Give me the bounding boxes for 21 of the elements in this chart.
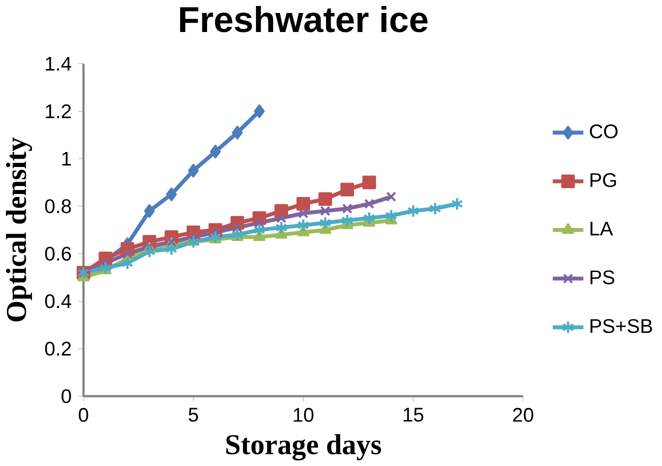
legend-label: PG bbox=[590, 172, 616, 187]
y-tick-label: 1 bbox=[62, 152, 71, 166]
y-axis-title: Optical density bbox=[6, 137, 32, 322]
legend-label: LA bbox=[590, 222, 613, 236]
y-tick-label: 1.2 bbox=[46, 104, 71, 118]
legend-label: PS bbox=[590, 270, 614, 284]
legend-label: PS+SB bbox=[590, 318, 652, 333]
x-tick-label: 15 bbox=[404, 408, 424, 422]
y-tick-label: 0.8 bbox=[45, 199, 71, 214]
y-tick-label: 0.6 bbox=[45, 246, 71, 261]
x-tick-label: 5 bbox=[188, 408, 198, 422]
x-axis-title: Storage days bbox=[226, 434, 382, 460]
y-tick-label: 1.4 bbox=[46, 56, 72, 70]
chart-title: Freshwater ice bbox=[180, 6, 428, 32]
x-tick-label: 0 bbox=[78, 408, 88, 422]
y-tick-label: 0.4 bbox=[45, 294, 72, 308]
legend-label: CO bbox=[590, 124, 618, 138]
y-tick-label: 0 bbox=[62, 389, 71, 403]
x-tick-label: 10 bbox=[294, 408, 314, 422]
x-tick-label: 20 bbox=[513, 408, 534, 422]
y-tick-label: 0.2 bbox=[45, 342, 71, 356]
